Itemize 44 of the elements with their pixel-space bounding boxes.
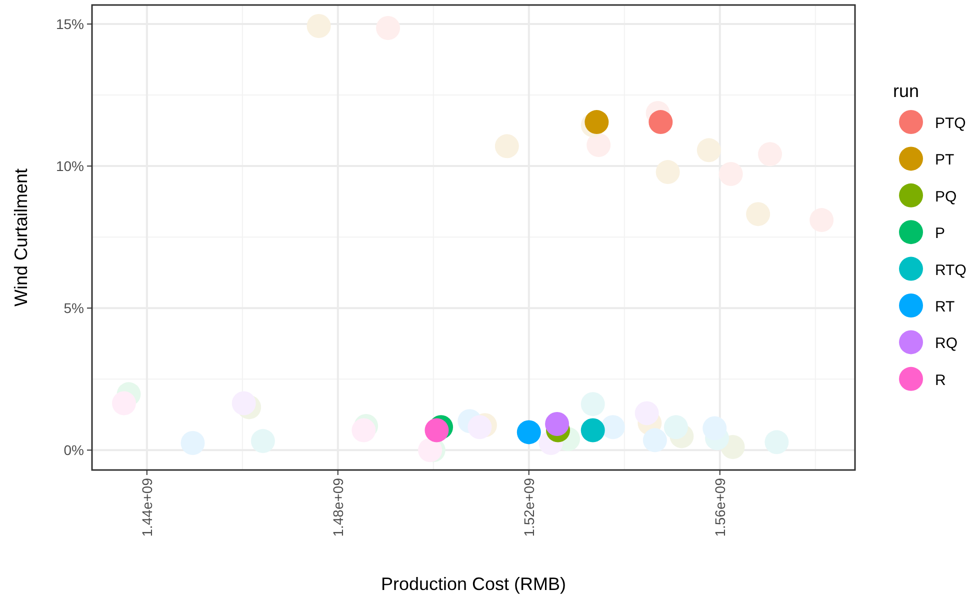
legend-label: RQ <box>935 335 958 352</box>
y-tick-label: 5% <box>64 300 84 316</box>
point <box>764 430 789 454</box>
legend-label: RT <box>935 298 955 316</box>
point <box>352 418 376 442</box>
point <box>468 415 492 440</box>
point <box>746 202 770 226</box>
point <box>584 110 609 134</box>
y-tick-label: 0% <box>64 442 84 458</box>
point <box>586 133 611 158</box>
legend-label: PTQ <box>935 115 966 132</box>
point <box>180 431 205 456</box>
y-tick-label: 10% <box>56 158 84 174</box>
x-tick-label: 1.48e+09 <box>330 478 346 537</box>
legend-label: RTQ <box>935 262 966 279</box>
legend-label: R <box>935 372 946 389</box>
point <box>580 392 605 416</box>
legend-label: PT <box>935 152 954 169</box>
point <box>634 401 659 426</box>
point <box>494 134 519 158</box>
y-axis-title: Wind Curtailment <box>11 168 31 307</box>
point <box>664 415 688 440</box>
point <box>545 412 570 436</box>
point <box>112 391 136 416</box>
point <box>600 415 625 440</box>
point <box>250 429 275 454</box>
point <box>516 420 541 444</box>
legend-title: run <box>893 81 920 101</box>
point <box>656 160 680 184</box>
point <box>232 391 256 416</box>
point <box>306 14 331 38</box>
point <box>702 416 727 440</box>
point <box>648 110 673 134</box>
x-tick-label: 1.44e+09 <box>138 478 155 537</box>
x-tick-label: 1.52e+09 <box>520 478 537 537</box>
x-tick-label: 1.56e+09 <box>712 478 728 537</box>
point <box>424 418 449 442</box>
legend-label: PQ <box>935 188 957 206</box>
point <box>696 138 721 162</box>
y-tick-label: 15% <box>56 16 84 32</box>
point <box>642 428 667 452</box>
x-axis-title: Production Cost (RMB) <box>380 574 566 594</box>
legend-label: P <box>935 225 946 242</box>
point <box>580 418 605 442</box>
